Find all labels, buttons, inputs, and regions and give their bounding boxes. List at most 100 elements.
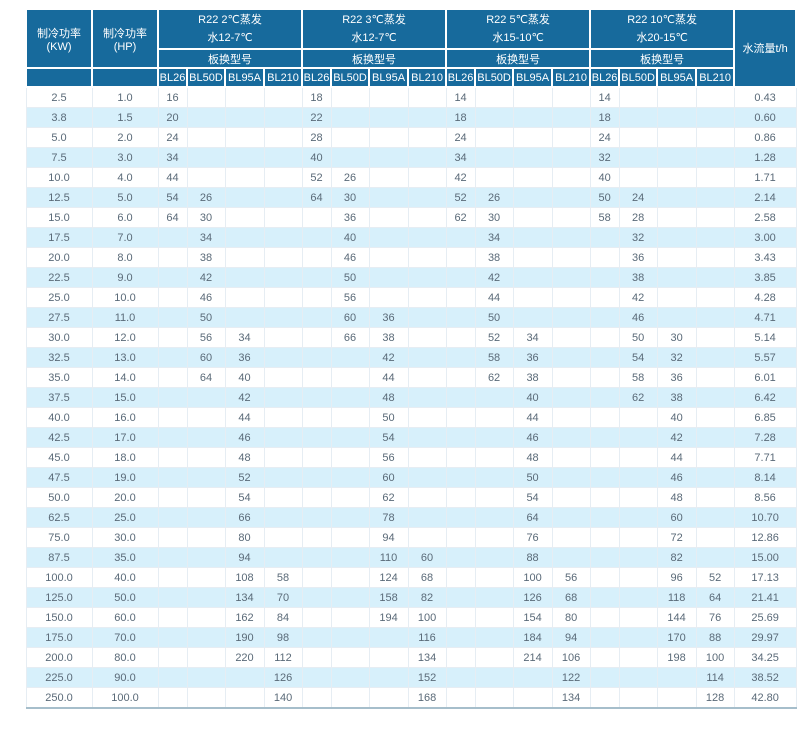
table-cell: 50	[618, 327, 658, 348]
table-cell	[407, 507, 447, 528]
table-cell	[368, 687, 409, 709]
table-cell	[301, 587, 332, 608]
table-cell: 12.0	[91, 327, 159, 348]
table-cell	[618, 107, 658, 128]
table-cell	[474, 107, 514, 128]
table-cell: 44	[512, 407, 553, 428]
table-cell: 8.0	[91, 247, 159, 268]
table-cell	[224, 147, 265, 168]
table-cell: 78	[368, 507, 409, 528]
header-model-bl50d-2: BL50D	[330, 67, 371, 88]
table-cell: 168	[407, 687, 447, 709]
table-cell: 34	[157, 147, 188, 168]
table-cell	[263, 527, 303, 548]
table-cell	[618, 627, 658, 648]
table-cell: 10.0	[91, 287, 159, 308]
table-cell	[263, 507, 303, 528]
table-cell: 96	[656, 567, 697, 588]
table-cell: 68	[407, 567, 447, 588]
table-cell: 134	[407, 647, 447, 668]
table-cell: 30	[656, 327, 697, 348]
table-cell	[618, 567, 658, 588]
table-cell	[695, 107, 735, 128]
table-cell: 46	[186, 287, 226, 308]
table-cell	[695, 387, 735, 408]
table-cell: 22	[301, 107, 332, 128]
table-cell	[330, 587, 370, 608]
table-cell	[695, 527, 735, 548]
table-cell	[589, 467, 620, 488]
table-cell	[157, 427, 188, 448]
table-cell	[330, 627, 370, 648]
table-cell	[618, 86, 658, 108]
table-row: 20.0 8.0 38 46 38 36 3.43	[25, 247, 797, 268]
spec-table-container: 制冷功率(KW) 制冷功率(HP) R22 2℃蒸发 水12-7℃ R22 3℃…	[25, 8, 798, 709]
group-subtitle: 水12-7℃	[207, 32, 253, 44]
table-cell: 25.0	[91, 507, 159, 528]
table-cell	[301, 367, 332, 388]
table-cell: 27.5	[25, 307, 93, 328]
table-cell	[186, 687, 226, 709]
table-cell: 94	[224, 547, 265, 568]
table-cell	[551, 547, 591, 568]
table-cell	[589, 507, 620, 528]
table-cell: 54	[224, 487, 265, 508]
table-cell	[263, 407, 303, 428]
table-cell	[695, 447, 735, 468]
table-cell: 87.5	[25, 547, 93, 568]
table-cell	[263, 327, 303, 348]
table-cell: 1.71	[733, 167, 797, 188]
table-cell: 58	[474, 347, 514, 368]
header-model-bl26-2: BL26	[301, 67, 333, 88]
table-cell	[474, 527, 514, 548]
table-cell	[224, 127, 265, 148]
table-cell	[330, 86, 370, 108]
table-cell	[330, 107, 370, 128]
table-cell	[551, 407, 591, 428]
table-cell	[551, 147, 591, 168]
table-cell	[186, 607, 226, 628]
table-cell	[368, 187, 409, 208]
table-cell	[695, 127, 735, 148]
table-cell: 7.5	[25, 147, 93, 168]
table-header: 制冷功率(KW) 制冷功率(HP) R22 2℃蒸发 水12-7℃ R22 3℃…	[25, 8, 798, 88]
table-cell: 40	[512, 387, 553, 408]
table-cell	[695, 547, 735, 568]
table-cell	[224, 687, 265, 709]
table-cell	[330, 467, 370, 488]
table-cell	[695, 347, 735, 368]
table-cell	[656, 227, 697, 248]
table-cell: 34	[445, 147, 476, 168]
table-cell: 8.56	[733, 487, 797, 508]
table-cell	[263, 147, 303, 168]
table-cell	[157, 387, 188, 408]
table-row: 17.5 7.0 34 40 34 32 3.00	[25, 227, 797, 248]
table-cell: 60	[186, 347, 226, 368]
table-cell: 54	[618, 347, 658, 368]
table-cell: 56	[368, 447, 409, 468]
table-cell	[330, 447, 370, 468]
table-cell: 62	[445, 207, 476, 228]
table-cell: 38	[368, 327, 409, 348]
table-cell: 42	[224, 387, 265, 408]
table-cell	[368, 167, 409, 188]
table-cell	[589, 587, 620, 608]
table-cell	[618, 547, 658, 568]
table-cell: 45.0	[25, 447, 93, 468]
table-cell: 3.8	[25, 107, 93, 128]
table-cell	[618, 587, 658, 608]
header-group-r22-3c: R22 3℃蒸发 水12-7℃	[301, 8, 448, 50]
table-cell	[368, 207, 409, 228]
table-cell	[656, 207, 697, 228]
table-cell	[330, 607, 370, 628]
table-cell	[224, 267, 265, 288]
header-plate-model-1: 板换型号	[156, 48, 304, 69]
header-model-bl50d-4: BL50D	[618, 67, 659, 88]
table-cell	[186, 147, 226, 168]
table-cell	[589, 347, 620, 368]
header-group-r22-5c: R22 5℃蒸发 水15-10℃	[445, 8, 592, 50]
table-cell	[224, 207, 265, 228]
table-cell: 40	[589, 167, 620, 188]
header-model-bl26-4: BL26	[589, 67, 621, 88]
table-cell: 5.57	[733, 347, 797, 368]
